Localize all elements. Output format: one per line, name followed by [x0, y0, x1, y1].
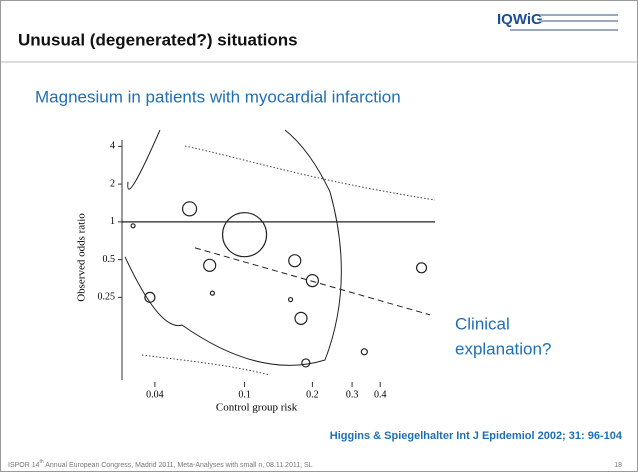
study-point	[209, 290, 216, 296]
x-axis-label: Control group risk	[216, 402, 298, 414]
y-tick-label: 0.5	[103, 254, 116, 265]
study-point	[130, 223, 136, 229]
annotation-line1: Clinical	[455, 314, 510, 333]
footer-start: ISPOR 14	[8, 462, 40, 469]
x-tick-label: 0.04	[146, 389, 164, 400]
y-tick-label: 2	[110, 178, 115, 189]
footer: ISPOR 14th Annual European Congress, Mad…	[8, 459, 313, 469]
study-point	[301, 358, 311, 368]
page-number: 18	[614, 462, 622, 469]
study-point	[360, 348, 368, 356]
annotation-line2: explanation?	[455, 339, 551, 358]
logo-line	[510, 29, 618, 31]
slide-title: Unusual (degenerated?) situations	[18, 30, 298, 49]
footer-sup: th	[40, 459, 44, 465]
y-tick-label: 1	[110, 216, 115, 227]
logo-line	[540, 14, 618, 16]
y-tick-label: 4	[110, 141, 115, 152]
study-point	[288, 254, 302, 268]
citation: Higgins & Spiegelhalter Int J Epidemiol …	[330, 430, 623, 442]
logo-line	[540, 20, 618, 22]
trend-line	[194, 247, 431, 316]
funnel-arc	[124, 129, 342, 366]
study-point	[294, 311, 308, 325]
lower-bound	[141, 354, 271, 376]
study-point	[287, 296, 294, 303]
y-tick-label: 0.25	[98, 292, 116, 303]
study-point	[305, 273, 320, 288]
upper-bound	[184, 145, 436, 201]
subtitle: Magnesium in patients with myocardial in…	[35, 87, 401, 106]
logo: IQWiG	[497, 11, 543, 28]
study-point	[144, 291, 156, 303]
study-point	[181, 201, 198, 217]
x-tick-label: 0.2	[306, 389, 319, 400]
study-point	[221, 212, 268, 258]
plot: 4 2 1 0.5 0.25 0.04 0.1 0.2 0.3 0.4 Control group …	[76, 129, 436, 414]
study-point	[203, 258, 217, 272]
footer-end: Annual European Congress, Madrid 2011, M…	[44, 462, 313, 469]
logo-small-text	[510, 14, 618, 31]
study-point	[415, 262, 428, 274]
x-tick-label: 0.1	[238, 389, 251, 400]
y-axis-label: Observed odds ratio	[76, 213, 88, 302]
x-tick-label: 0.3	[346, 389, 359, 400]
x-tick-label: 0.4	[374, 389, 387, 400]
